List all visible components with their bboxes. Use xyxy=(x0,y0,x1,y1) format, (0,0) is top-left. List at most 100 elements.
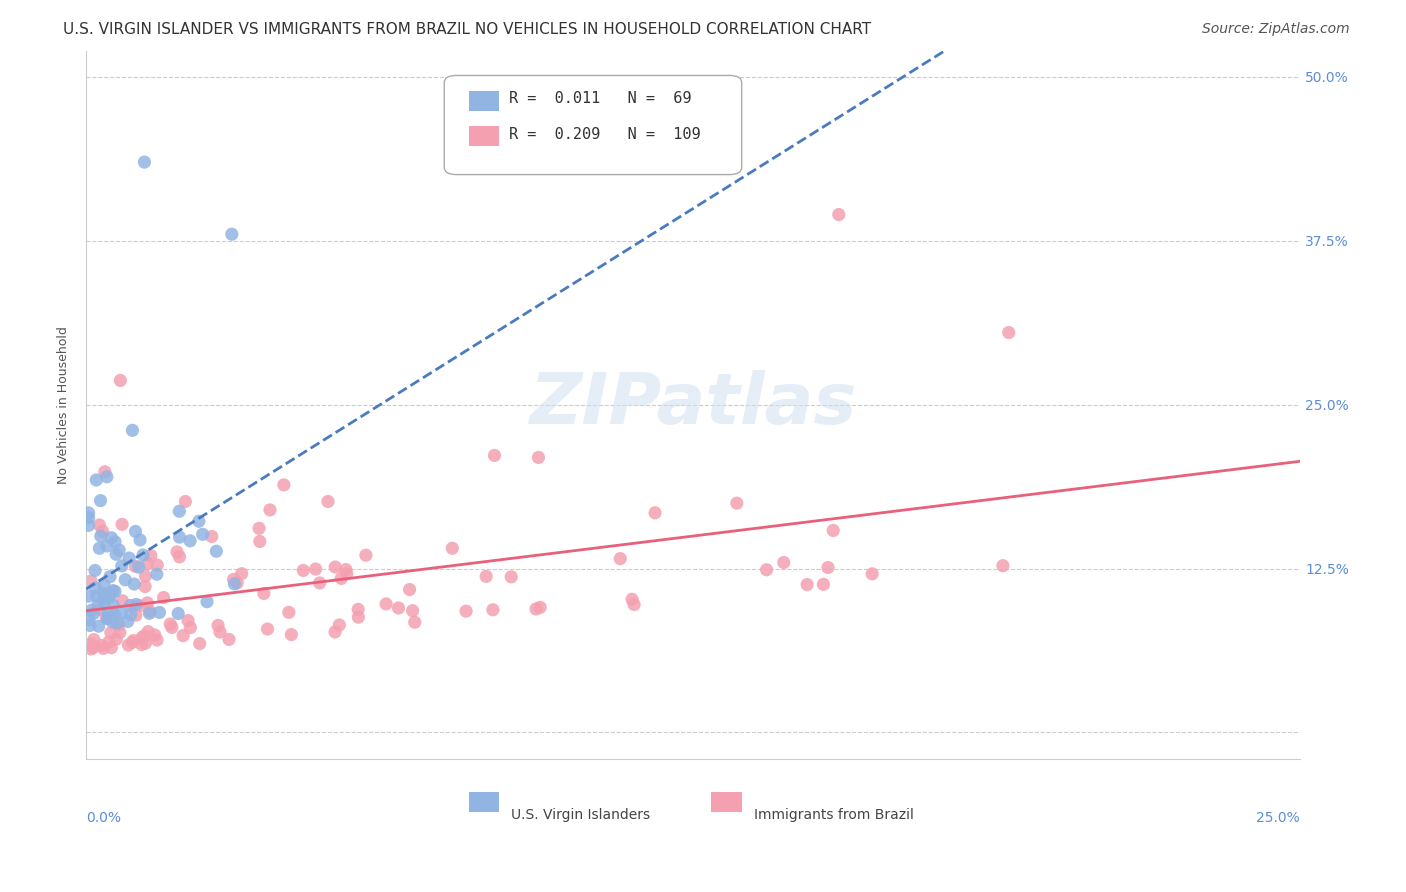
Point xyxy=(195,595,218,609)
Text: U.S. Virgin Islanders: U.S. Virgin Islanders xyxy=(510,808,650,822)
Point xyxy=(131,630,153,644)
Point xyxy=(97,611,120,625)
Point xyxy=(231,566,253,581)
Point xyxy=(118,551,141,566)
Point xyxy=(179,533,201,548)
Point xyxy=(644,506,666,520)
Point xyxy=(136,596,159,610)
Point xyxy=(146,558,169,573)
Point xyxy=(98,590,121,604)
Point xyxy=(143,628,166,642)
Point xyxy=(101,615,124,629)
Point xyxy=(91,524,114,539)
Bar xyxy=(468,127,499,146)
Point xyxy=(82,640,104,655)
Point xyxy=(527,450,550,465)
Point xyxy=(100,640,122,655)
Point xyxy=(125,598,148,612)
Point xyxy=(93,641,115,656)
Point xyxy=(259,503,281,517)
Point xyxy=(128,560,150,574)
Point xyxy=(83,606,105,620)
Point xyxy=(98,586,121,600)
Point xyxy=(84,581,107,595)
Point xyxy=(484,449,506,463)
Point xyxy=(205,544,228,558)
Point xyxy=(330,571,353,585)
Point xyxy=(167,607,190,621)
Point xyxy=(336,566,359,581)
Point xyxy=(110,607,132,621)
Point xyxy=(96,611,118,625)
Point xyxy=(77,510,100,524)
Point xyxy=(80,603,103,617)
Point xyxy=(179,621,201,635)
Point xyxy=(529,600,551,615)
Point xyxy=(172,629,194,643)
Point xyxy=(105,632,128,647)
Point xyxy=(134,569,156,583)
Point xyxy=(354,548,377,562)
Point xyxy=(107,618,129,632)
Point xyxy=(104,584,127,599)
Point xyxy=(77,613,100,627)
Point xyxy=(375,597,398,611)
Point xyxy=(128,599,150,613)
Point xyxy=(94,465,117,479)
Point xyxy=(501,570,523,584)
Bar xyxy=(468,91,499,111)
Point xyxy=(169,504,191,518)
Point xyxy=(93,596,115,610)
Point xyxy=(97,606,120,620)
Point xyxy=(860,566,883,581)
Point xyxy=(188,637,211,651)
Point xyxy=(323,560,346,574)
Point xyxy=(80,574,103,588)
Point xyxy=(110,373,132,387)
Point xyxy=(111,594,134,608)
Point xyxy=(80,642,103,657)
Point xyxy=(146,633,169,648)
Point xyxy=(83,632,105,647)
Point xyxy=(221,227,243,242)
Point xyxy=(169,549,191,564)
Point xyxy=(755,563,778,577)
Point xyxy=(482,603,505,617)
Point xyxy=(90,639,112,653)
Point xyxy=(105,615,128,630)
Point xyxy=(398,582,420,597)
Point xyxy=(111,517,134,532)
Point xyxy=(117,638,139,652)
Point xyxy=(120,599,142,613)
Point xyxy=(316,494,339,508)
Point xyxy=(96,539,118,553)
Point xyxy=(404,615,426,630)
Point xyxy=(256,622,278,636)
Point xyxy=(79,618,101,632)
Point xyxy=(117,615,139,629)
Point xyxy=(93,590,115,604)
Point xyxy=(77,518,100,533)
Point xyxy=(134,636,156,650)
Point xyxy=(80,637,103,651)
Point xyxy=(177,614,200,628)
Point xyxy=(122,633,145,648)
Point xyxy=(475,569,498,583)
Point xyxy=(308,576,330,591)
Point xyxy=(169,530,191,544)
Text: 0.0%: 0.0% xyxy=(86,811,121,825)
Point xyxy=(138,607,160,621)
Point xyxy=(111,558,134,573)
Text: R =  0.209   N =  109: R = 0.209 N = 109 xyxy=(509,127,700,142)
Point xyxy=(108,543,131,558)
Point xyxy=(817,560,839,574)
Point xyxy=(292,563,315,577)
Point xyxy=(104,534,127,549)
Point xyxy=(96,470,118,484)
Bar xyxy=(468,792,499,812)
Point xyxy=(136,624,159,639)
Point xyxy=(623,598,645,612)
Point xyxy=(122,577,145,591)
Point xyxy=(96,611,118,625)
Point xyxy=(159,617,181,632)
